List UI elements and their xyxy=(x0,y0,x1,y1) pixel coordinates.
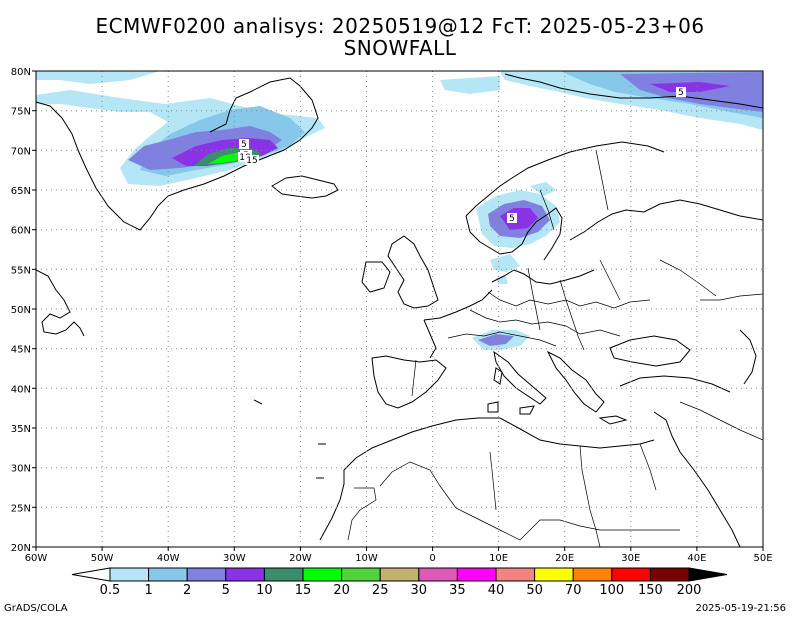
lat-label: 30N xyxy=(11,464,31,475)
software-credit: GrADS/COLA xyxy=(4,603,68,614)
lat-label: 20N xyxy=(11,543,31,554)
lat-label: 55N xyxy=(11,265,31,276)
contour-label: 5 xyxy=(507,213,517,224)
legend-value-label: 1 xyxy=(144,583,152,598)
country-borders xyxy=(347,149,763,547)
lat-label: 60N xyxy=(11,226,31,237)
legend-value-label: 20 xyxy=(333,583,350,598)
generation-timestamp: 2025-05-19-21:56 xyxy=(695,603,786,614)
lon-label: 0 xyxy=(429,553,435,564)
lon-label: 30W xyxy=(223,553,246,564)
lat-label: 65N xyxy=(11,186,31,197)
legend-swatch xyxy=(263,567,304,582)
legend-value-label: 70 xyxy=(565,583,582,598)
coastlines xyxy=(36,73,763,547)
legend-value-label: 5 xyxy=(222,583,230,598)
legend-value-label: 150 xyxy=(638,583,663,598)
legend-swatch xyxy=(572,567,613,582)
contour-label: 5 xyxy=(676,87,686,98)
legend-swatch xyxy=(148,567,188,582)
legend-swatch xyxy=(649,567,690,582)
lon-label: 20W xyxy=(289,553,312,564)
graticule xyxy=(36,71,763,547)
legend-swatch xyxy=(418,567,458,582)
legend-swatch xyxy=(495,567,536,582)
legend-swatch xyxy=(341,567,381,582)
lat-label: 45N xyxy=(11,345,31,356)
color-legend: 0.5 1 2 5 10 15 20 25 30 35 40 50 70 100 150 200 xyxy=(71,567,728,598)
legend-value-label: 15 xyxy=(295,583,312,598)
contour-label: 15 xyxy=(245,155,259,166)
legend-value-label: 50 xyxy=(526,583,543,598)
lat-label: 70N xyxy=(11,146,31,157)
map-subtitle: SNOWFALL xyxy=(343,36,457,60)
legend-swatch xyxy=(611,567,651,582)
lon-label: 20E xyxy=(555,553,574,564)
lat-label: 40N xyxy=(11,384,31,395)
svg-text:5: 5 xyxy=(509,214,515,224)
svg-text:5: 5 xyxy=(241,140,247,150)
legend-value-label: 30 xyxy=(411,583,428,598)
legend-value-label: 35 xyxy=(449,583,466,598)
snowfall-shading xyxy=(36,71,763,350)
lon-label: 50W xyxy=(91,553,114,564)
legend-value-label: 2 xyxy=(183,583,191,598)
lat-label: 80N xyxy=(11,67,31,78)
lon-label: 30E xyxy=(621,553,640,564)
legend-value-label: 0.5 xyxy=(100,583,121,598)
contour-label: 5 xyxy=(239,139,249,150)
lon-label: 60W xyxy=(25,553,48,564)
legend-swatch xyxy=(302,567,343,582)
legend-overflow-arrow xyxy=(688,567,728,582)
legend-swatch xyxy=(534,567,574,582)
lon-label: 40E xyxy=(687,553,706,564)
lat-label: 25N xyxy=(11,503,31,514)
legend-swatch xyxy=(109,567,150,582)
legend-value-label: 200 xyxy=(677,583,702,598)
lon-label: 10W xyxy=(355,553,378,564)
legend-swatch xyxy=(225,567,265,582)
legend-swatch xyxy=(186,567,227,582)
legend-value-label: 10 xyxy=(256,583,273,598)
map-title: ECMWF0200 analisys: 20250519@12 FcT: 202… xyxy=(95,14,705,38)
legend-value-label: 25 xyxy=(372,583,389,598)
lon-label: 40W xyxy=(157,553,180,564)
lat-label: 50N xyxy=(11,305,31,316)
legend-value-label: 40 xyxy=(488,583,505,598)
lat-label: 75N xyxy=(11,107,31,118)
lon-label: 50E xyxy=(753,553,772,564)
legend-swatch xyxy=(379,567,420,582)
lat-label: 35N xyxy=(11,424,31,435)
svg-text:15: 15 xyxy=(246,156,257,166)
lon-label: 10E xyxy=(489,553,508,564)
legend-underflow-arrow xyxy=(71,567,111,582)
legend-swatch xyxy=(456,567,497,582)
legend-value-label: 100 xyxy=(599,583,624,598)
svg-text:5: 5 xyxy=(678,88,684,98)
